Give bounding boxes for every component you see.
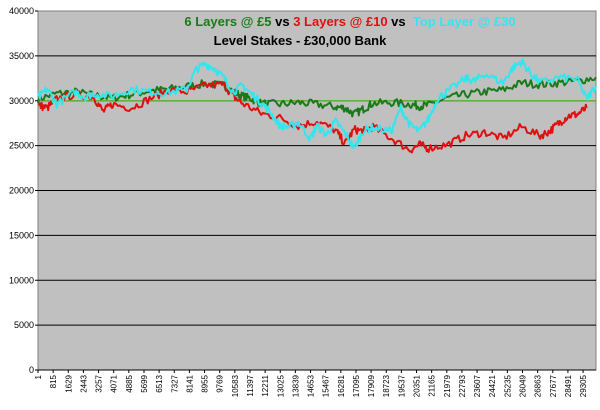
x-tick-label: 21979: [443, 374, 452, 397]
x-tick-label: 17095: [352, 374, 361, 397]
x-tick-label: 29305: [579, 374, 588, 397]
x-tick-label: 10583: [231, 374, 240, 397]
x-axis: 1 815 1629 2443 3257 4071 4885 5699 6513 7327 8141…: [34, 369, 596, 397]
x-tick-label: 8955: [201, 374, 210, 392]
x-tick-label: 26863: [534, 374, 543, 397]
y-tick-label: 25000: [9, 141, 34, 151]
chart-subtitle: Level Stakes - £30,000 Bank: [214, 33, 387, 48]
y-tick-label: 30000: [9, 96, 34, 106]
x-tick-label: 21165: [428, 374, 437, 396]
x-tick-label: 2443: [79, 374, 88, 392]
x-tick-label: 26049: [519, 374, 528, 397]
y-tick-label: 15000: [9, 230, 34, 240]
y-tick-label: 0: [29, 365, 34, 375]
x-tick-label: 28491: [564, 374, 573, 397]
series-lines: [37, 58, 597, 154]
x-tick-label: 16281: [337, 374, 346, 397]
x-tick-label: 23607: [473, 374, 482, 397]
x-tick-label: 6513: [155, 374, 164, 392]
x-tick-label: 1: [34, 374, 43, 379]
x-tick-label: 14653: [307, 374, 316, 397]
series-line-1: [37, 76, 597, 118]
y-tick-label: 40000: [9, 6, 34, 16]
x-tick-label: 17909: [367, 374, 376, 397]
x-tick-label: 13025: [276, 374, 285, 397]
x-tick-label: 24421: [488, 374, 497, 397]
y-axis: 0 5000 10000 15000 20000 25000 30000 35000 40000: [9, 6, 38, 375]
title-part-5: Top Layer @ £30: [413, 14, 516, 29]
y-tick-label: 35000: [9, 51, 34, 61]
x-tick-label: 27677: [549, 374, 558, 397]
y-tick-label: 10000: [9, 275, 34, 285]
x-tick-label: 19537: [397, 374, 406, 397]
title-part-2: vs: [272, 14, 294, 29]
x-tick-label: 13839: [291, 374, 300, 397]
x-tick-label: 3257: [95, 374, 104, 392]
title-part-1: 6 Layers @ £5: [184, 14, 271, 29]
x-tick-label: 12211: [261, 374, 270, 396]
series-line-3: [37, 58, 597, 149]
y-tick-label: 5000: [14, 320, 34, 330]
x-tick-label: 4071: [110, 374, 119, 392]
series-line-2: [37, 81, 588, 154]
x-tick-label: 4885: [125, 374, 134, 392]
x-tick-label: 11397: [246, 374, 255, 396]
x-tick-label: 18723: [382, 374, 391, 397]
x-tick-label: 25235: [503, 374, 512, 397]
chart-title: 6 Layers @ £5 vs 3 Layers @ £10 vs Top L…: [184, 14, 515, 29]
x-tick-label: 22793: [458, 374, 467, 397]
x-tick-label: 815: [49, 374, 58, 388]
x-tick-label: 8141: [185, 374, 194, 392]
title-part-4: vs: [388, 14, 413, 29]
y-tick-label: 20000: [9, 186, 34, 196]
x-tick-label: 9769: [216, 374, 225, 392]
x-tick-label: 1629: [64, 374, 73, 392]
title-part-3: 3 Layers @ £10: [293, 14, 387, 29]
x-tick-label: 15467: [322, 374, 331, 397]
x-tick-label: 7327: [170, 374, 179, 392]
x-tick-label: 20351: [413, 374, 422, 397]
x-tick-label: 5699: [140, 374, 149, 392]
